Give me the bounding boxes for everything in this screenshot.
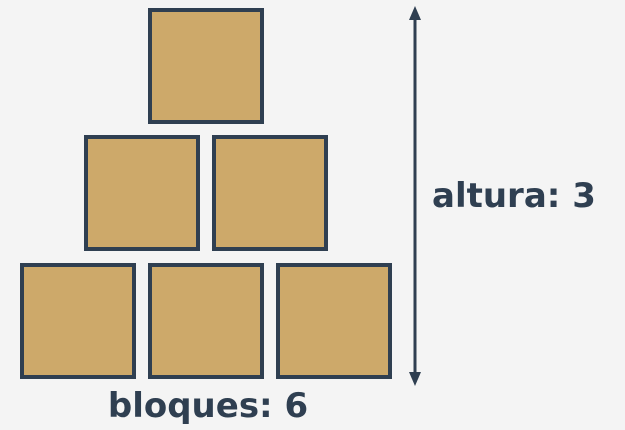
block: [276, 263, 392, 379]
block: [212, 135, 328, 251]
blocks-count-label: bloques: 6: [107, 386, 309, 426]
height-arrow-icon: [409, 6, 421, 386]
block: [20, 263, 136, 379]
block: [148, 8, 264, 124]
height-label: altura: 3: [432, 176, 596, 216]
block: [148, 263, 264, 379]
block: [84, 135, 200, 251]
